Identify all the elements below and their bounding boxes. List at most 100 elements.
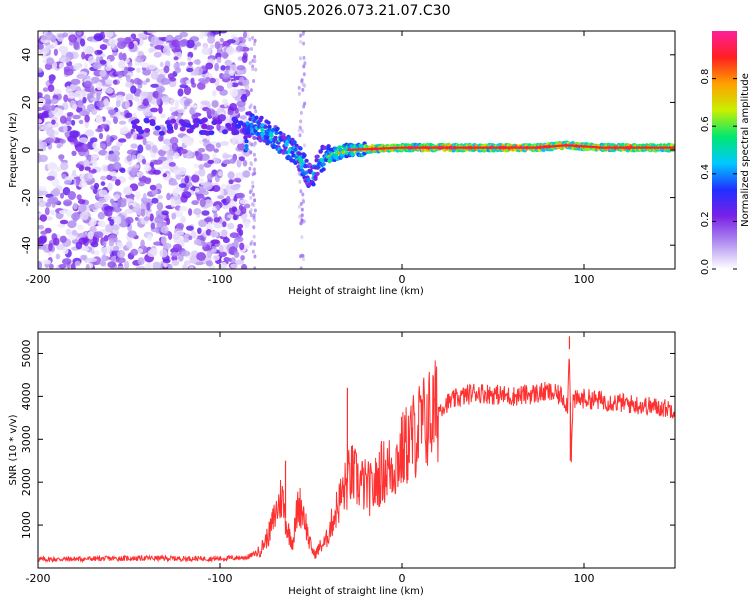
noise-blob [171, 212, 177, 220]
noise-blob [207, 159, 215, 164]
carrier-blob [275, 126, 280, 131]
noise-blob [299, 189, 303, 194]
noise-blob [167, 263, 173, 269]
noise-blob [227, 222, 235, 230]
noise-blob [254, 67, 258, 72]
noise-blob [297, 204, 301, 209]
noise-blob [67, 191, 76, 200]
noise-blob [237, 56, 243, 61]
spectrogram-x-label: Height of straight line (km) [288, 286, 424, 297]
noise-blob [123, 66, 128, 75]
noise-blob [77, 199, 86, 205]
noise-blob [118, 120, 127, 125]
snr-axes: -200 -100 0 100 1000 2000 3000 4000 5000 [20, 332, 675, 585]
noise-blob [63, 68, 74, 76]
noise-blob [143, 165, 152, 172]
noise-blob [111, 145, 121, 152]
noise-blob [201, 130, 208, 135]
noise-blob [95, 128, 104, 133]
noise-blob [201, 46, 212, 56]
noise-blob [142, 80, 148, 86]
noise-blob [188, 208, 193, 216]
noise-blob [142, 69, 152, 76]
noise-blob [67, 220, 77, 229]
snr-marks [38, 336, 675, 564]
noise-blob [215, 204, 220, 210]
noise-blob [191, 200, 199, 206]
noise-blob [174, 35, 183, 41]
noise-blob [38, 118, 42, 124]
colorbar-tick-label: 0.0 [700, 259, 711, 275]
noise-blob [135, 265, 146, 269]
noise-blob [303, 83, 307, 88]
noise-blob [96, 100, 106, 108]
noise-blob [93, 182, 100, 190]
noise-blob [217, 195, 225, 200]
noise-blob [89, 137, 98, 143]
noise-blob [52, 187, 60, 197]
noise-blob [72, 114, 81, 120]
noise-blob [66, 112, 74, 117]
noise-blob [70, 78, 81, 85]
noise-blob [200, 31, 206, 37]
noise-blob [50, 209, 56, 215]
noise-blob [108, 239, 115, 247]
noise-blob [300, 235, 304, 240]
noise-blob [96, 92, 101, 101]
noise-blob [38, 140, 44, 149]
noise-blob [252, 79, 256, 83]
noise-blob [78, 237, 88, 245]
noise-blob [176, 222, 185, 230]
noise-blob [205, 143, 215, 152]
noise-blob [234, 96, 242, 101]
noise-blob [169, 98, 175, 106]
noise-blob [53, 48, 59, 56]
spectrogram-y-label: Frequency (Hz) [8, 112, 19, 188]
noise-blob [51, 119, 56, 125]
noise-blob [150, 71, 159, 80]
noise-blob [174, 67, 182, 74]
noise-blob [126, 240, 133, 249]
noise-blob [190, 77, 195, 85]
noise-blob [162, 45, 170, 55]
noise-blob [133, 96, 140, 102]
noise-blob [237, 133, 244, 138]
noise-blob [181, 191, 192, 199]
noise-blob [56, 244, 66, 251]
noise-blob [252, 234, 256, 239]
noise-blob [200, 100, 210, 105]
noise-blob [76, 106, 83, 113]
noise-blob [136, 79, 143, 86]
noise-blob [160, 225, 169, 234]
noise-blob [208, 130, 215, 136]
noise-blob [229, 232, 239, 239]
noise-blob [105, 87, 114, 94]
noise-blob [252, 167, 256, 172]
noise-blob [48, 263, 54, 269]
noise-blob [55, 253, 61, 260]
noise-blob [229, 88, 239, 97]
noise-blob [42, 87, 49, 92]
carrier-blob [306, 177, 311, 182]
noise-blob [191, 174, 200, 183]
noise-blob [205, 125, 215, 131]
noise-blob [96, 50, 103, 55]
noise-blob [45, 202, 52, 208]
y-tick-label: -40 [20, 236, 33, 254]
noise-blob [123, 260, 130, 269]
noise-blob [173, 152, 180, 160]
noise-blob [100, 247, 111, 255]
noise-blob [131, 154, 137, 160]
noise-blob [242, 170, 251, 178]
noise-blob [301, 31, 305, 36]
noise-blob [302, 257, 305, 262]
noise-blob [123, 186, 133, 196]
noise-blob [239, 115, 247, 120]
noise-blob [241, 263, 248, 269]
noise-blob [189, 107, 195, 116]
noise-blob [298, 56, 302, 61]
noise-blob [196, 252, 207, 261]
noise-blob [300, 213, 304, 218]
noise-blob [154, 125, 161, 131]
colorbar: 0.0 0.2 0.4 0.6 0.8 Normalized spectral ampl… [700, 31, 750, 275]
